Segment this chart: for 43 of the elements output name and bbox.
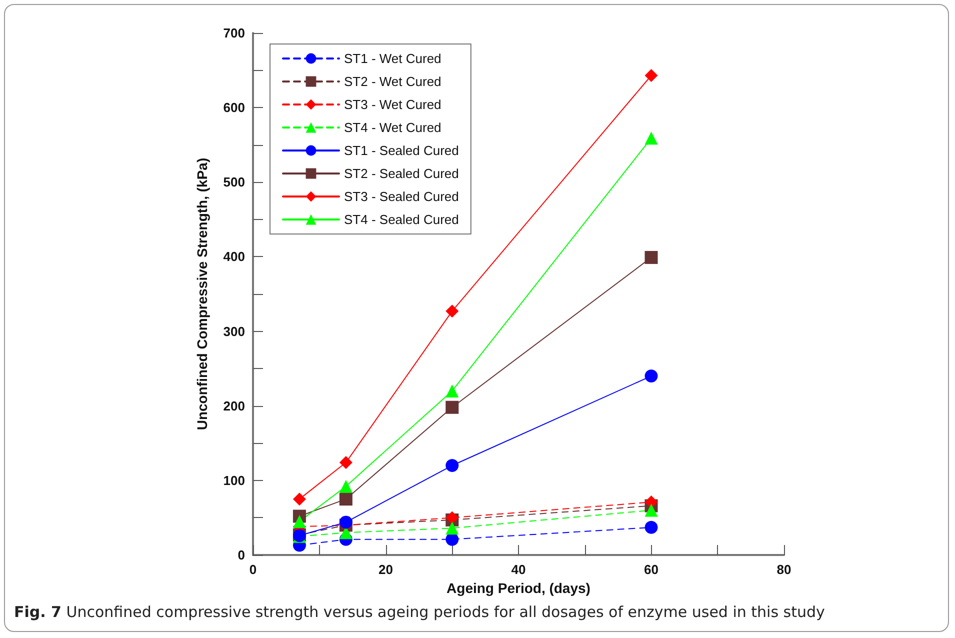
- point: [339, 516, 352, 529]
- y-tick-label: 100: [223, 472, 245, 488]
- point: [644, 69, 658, 82]
- x-axis-title: Ageing Period, (days): [446, 580, 590, 596]
- point: [446, 459, 459, 472]
- x-tick-label: 40: [511, 562, 526, 577]
- legend-label: ST4 - Sealed Cured: [344, 212, 459, 227]
- point: [446, 400, 459, 414]
- y-tick-label: 400: [223, 249, 245, 264]
- y-axis-title: Unconfined Compressive Strength, (kPa): [194, 158, 210, 430]
- legend-label: ST2 - Wet Cured: [344, 74, 442, 89]
- point: [446, 384, 459, 398]
- point: [644, 504, 658, 517]
- point: [644, 370, 658, 383]
- legend-label: ST1 - Wet Cured: [344, 51, 442, 66]
- point: [292, 492, 306, 506]
- point: [644, 496, 658, 509]
- y-tick-label: 200: [223, 398, 245, 414]
- point: [446, 532, 459, 546]
- caption: Fig. 7 Unconfined compressive strength versus ageing periods for all dosages of enzyme used in this study: [14, 603, 825, 621]
- x-tick-label: 20: [378, 562, 393, 577]
- x-tick-label: 60: [644, 562, 658, 577]
- point: [292, 514, 306, 528]
- legend-label: ST3 - Wet Cured: [344, 97, 442, 112]
- legend-label: ST2 - Sealed Cured: [344, 166, 459, 181]
- y-tick-label: 0: [238, 548, 245, 562]
- point: [644, 520, 658, 534]
- point: [644, 132, 658, 145]
- point: [339, 492, 352, 506]
- y-tick-label: 700: [223, 26, 245, 40]
- point: [339, 456, 352, 470]
- y-tick-label: 600: [223, 100, 245, 116]
- x-tick-label: 0: [249, 562, 257, 577]
- legend-label: ST4 - Wet Cured: [344, 120, 442, 135]
- legend-label: ST3 - Sealed Cured: [344, 189, 459, 204]
- point: [446, 304, 459, 318]
- y-tick-label: 300: [223, 324, 245, 339]
- point: [339, 480, 352, 493]
- point: [446, 522, 459, 535]
- point: [644, 250, 658, 264]
- x-tick-label: 80: [776, 562, 792, 577]
- legend-label: ST1 - Sealed Cured: [344, 143, 459, 158]
- y-tick-label: 500: [223, 174, 245, 190]
